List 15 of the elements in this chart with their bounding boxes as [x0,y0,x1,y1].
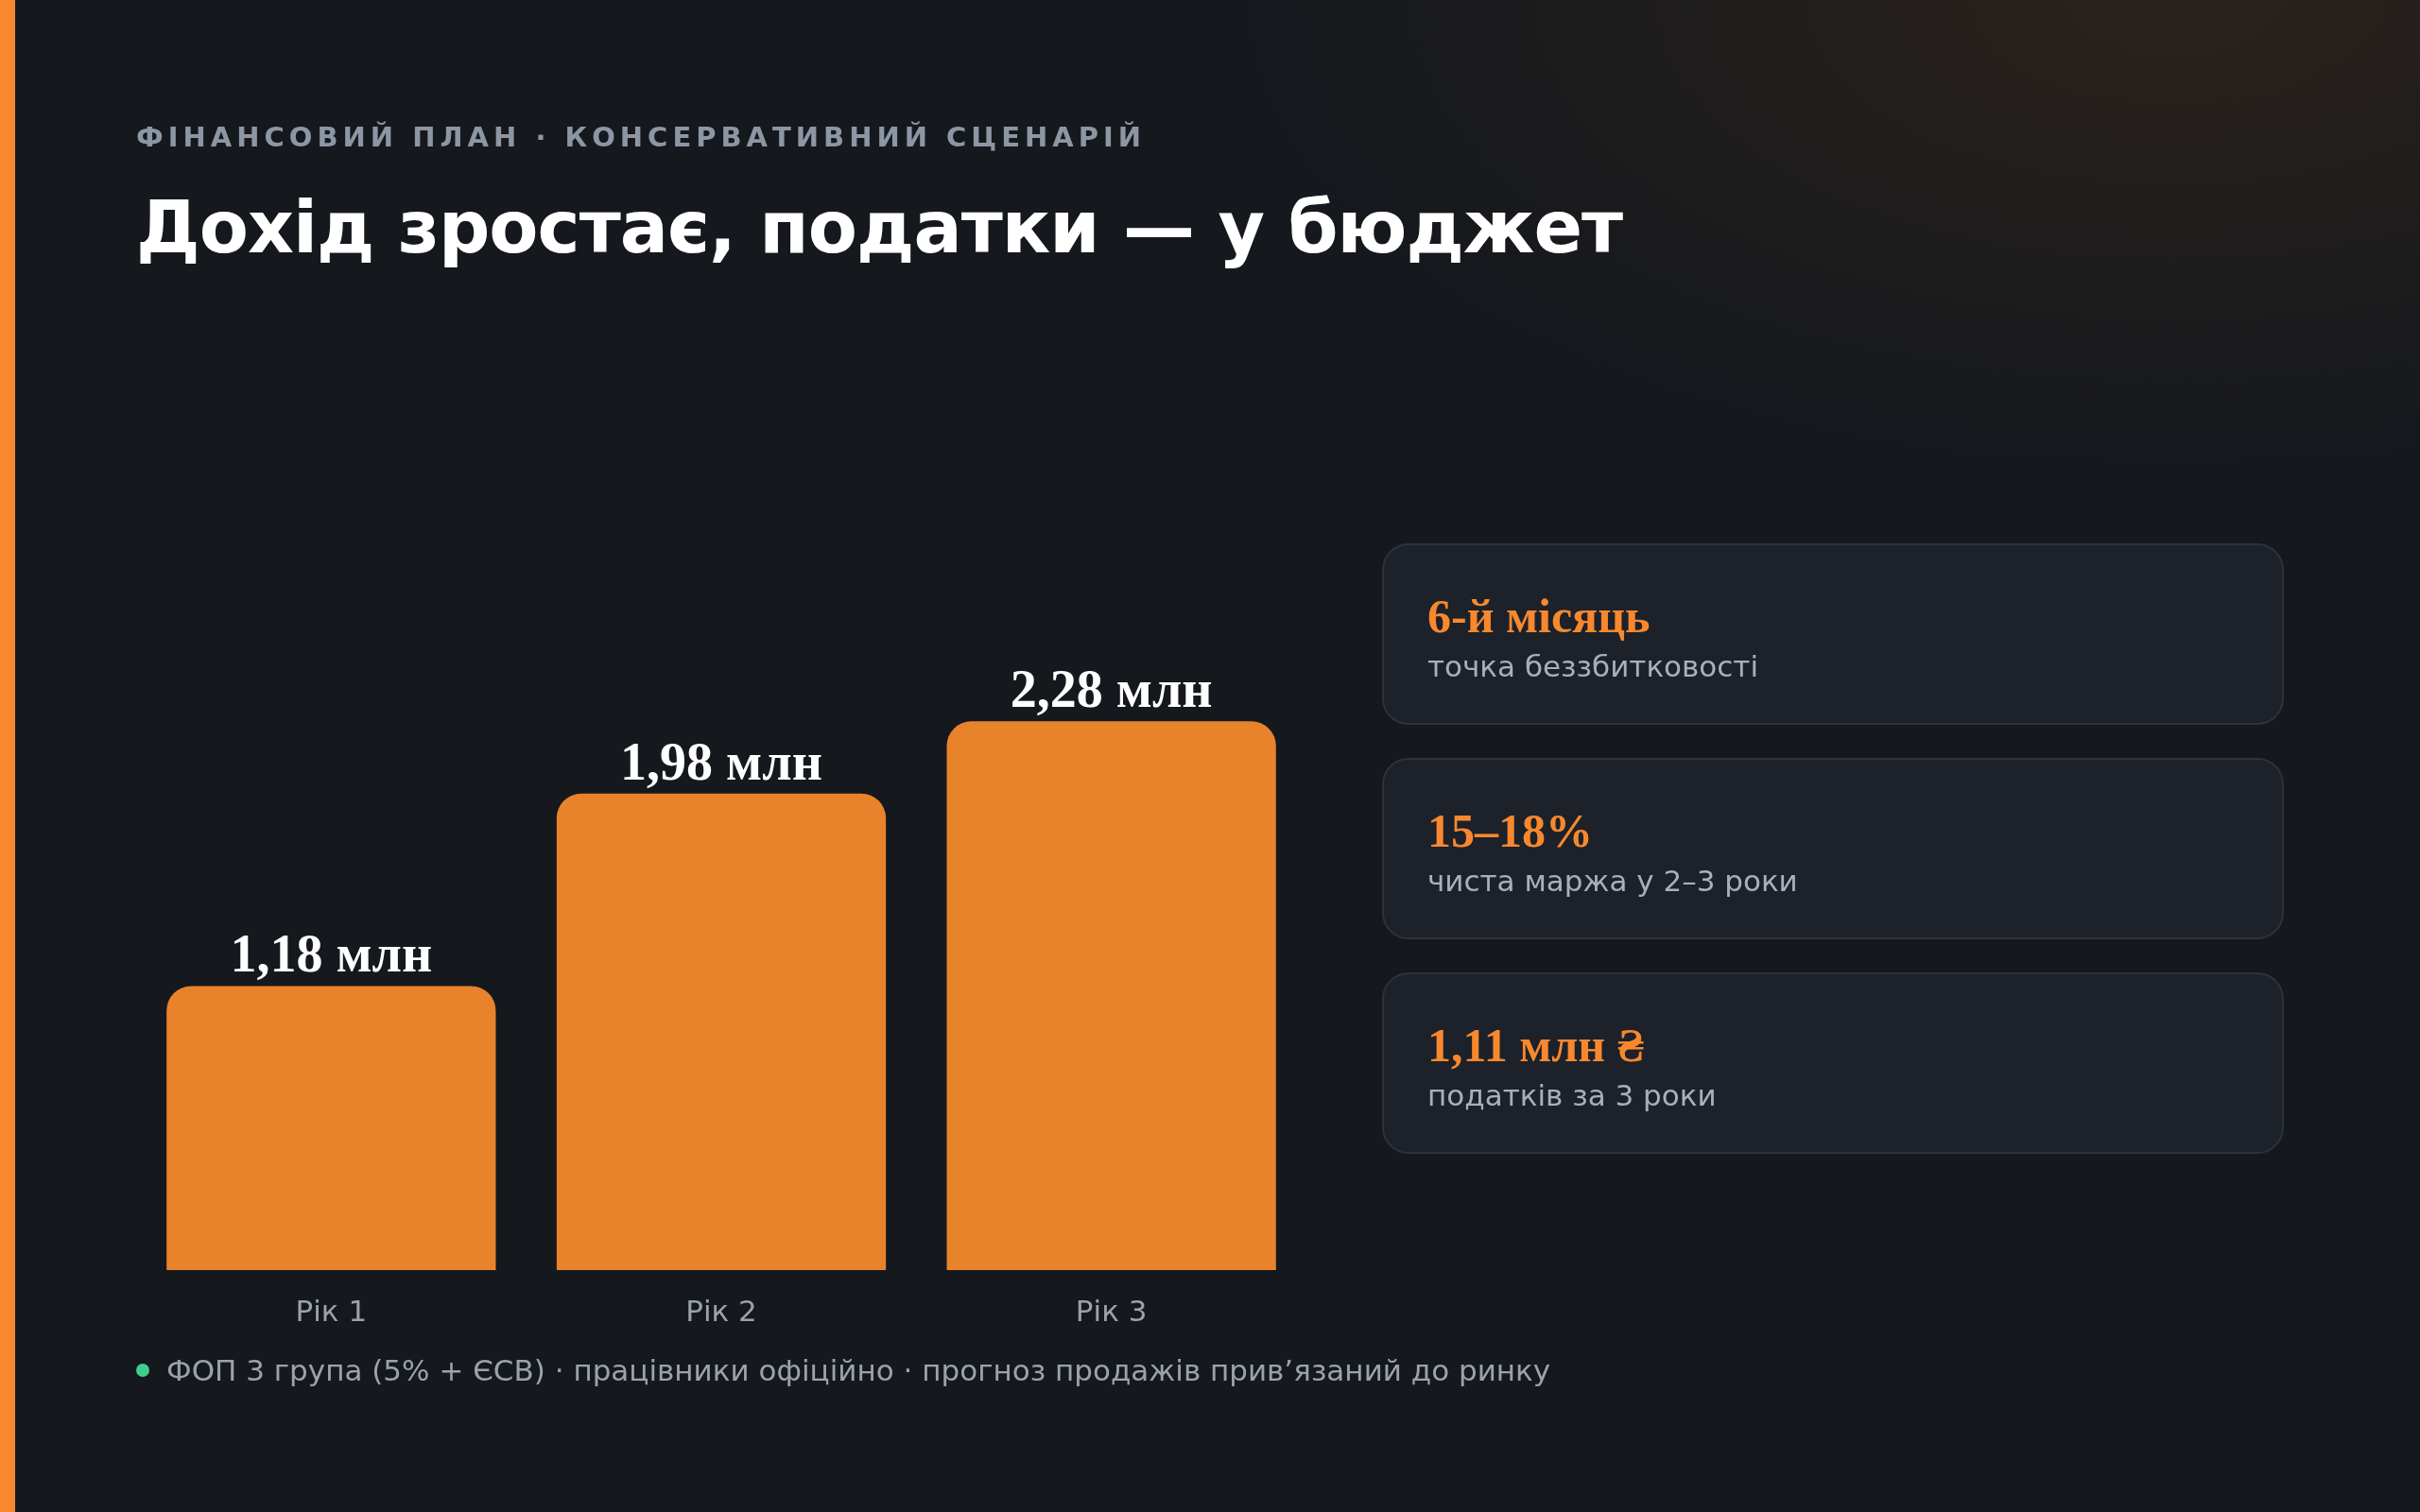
text: 1,11 млн ₴ [1427,1018,1645,1073]
x-tick-label: Рік 3 [1075,1294,1148,1328]
text: 6-й місяць [1427,589,1651,644]
text: 15–18% [1427,803,1594,858]
data-label: 1,18 млн [230,924,433,984]
text: точка беззбитковості [1427,649,1760,683]
data-label: 1,98 млн [620,731,822,791]
data-label: 2,28 млн [1010,660,1213,719]
x-tick-label: Рік 1 [295,1294,368,1328]
chart-subtitle: ФІНАНСОВИЙ ПЛАН · КОНСЕРВАТИВНИЙ СЦЕНАРІЙ [136,121,1147,153]
text: ФОП 3 група (5% + ЄСВ) · працівники офіційно · прогноз продажів прив’язаний до ринку [166,1353,1551,1387]
text: податків за 3 роки [1427,1078,1718,1112]
x-tick-label: Рік 2 [685,1294,757,1328]
chart-title: Дохід зростає, податки — у бюджет [136,185,1623,269]
text: чиста маржа у 2–3 роки [1427,864,1799,898]
